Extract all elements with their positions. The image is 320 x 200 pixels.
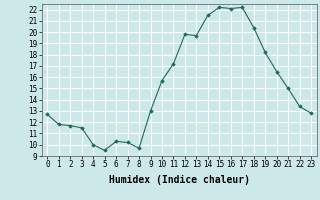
X-axis label: Humidex (Indice chaleur): Humidex (Indice chaleur) [109, 175, 250, 185]
